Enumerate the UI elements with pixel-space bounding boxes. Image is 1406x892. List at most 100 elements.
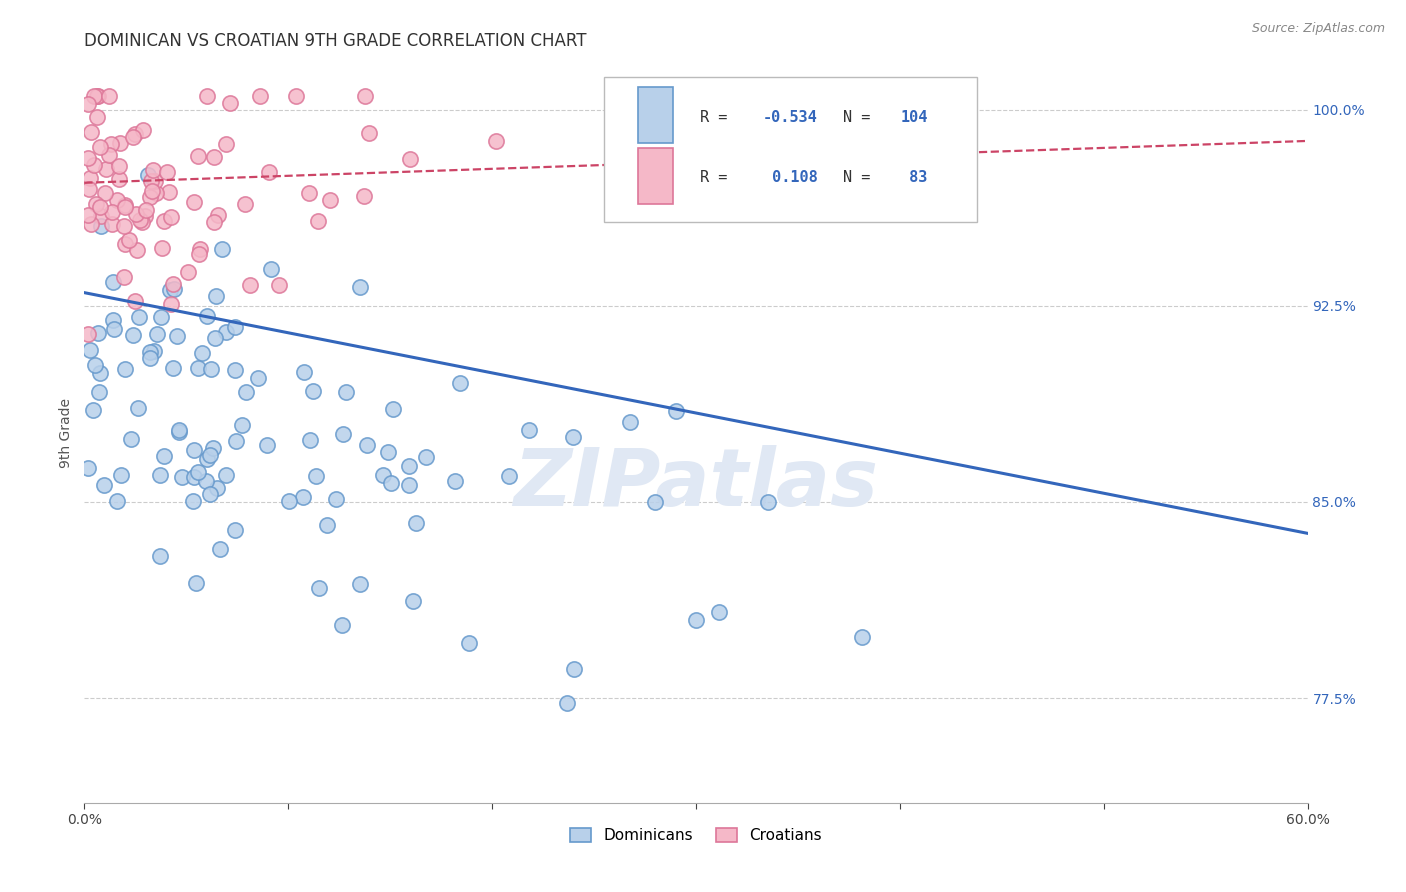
Point [256, 438, 278, 452]
Point [77, 152, 100, 166]
Point [398, 152, 420, 166]
Point [77, 182, 100, 196]
Point [132, 122, 155, 136]
Point [139, 345, 162, 359]
Point [125, 243, 148, 257]
Point [146, 327, 169, 342]
Point [249, 89, 271, 103]
Text: 104: 104 [900, 110, 928, 125]
Point [302, 384, 325, 399]
Point [90, 219, 112, 234]
Point [101, 275, 124, 289]
Point [349, 280, 371, 294]
Point [239, 277, 262, 292]
Point [114, 237, 136, 252]
Point [105, 193, 128, 207]
Point [77, 327, 100, 342]
Point [562, 429, 585, 443]
Legend: Dominicans, Croatians: Dominicans, Croatians [562, 820, 830, 851]
Point [202, 215, 225, 229]
Point [139, 190, 162, 204]
Point [162, 360, 184, 375]
Point [153, 449, 176, 463]
Point [200, 362, 222, 376]
Point [198, 448, 221, 462]
Point [83, 89, 105, 103]
Point [128, 213, 150, 227]
Point [149, 468, 172, 483]
Point [103, 322, 125, 336]
Point [127, 401, 149, 416]
Point [169, 425, 191, 440]
Text: N =: N = [842, 110, 879, 125]
Point [89, 200, 111, 214]
Point [86, 89, 108, 103]
Point [267, 277, 290, 292]
Point [84, 358, 107, 372]
Point [101, 204, 124, 219]
Point [200, 487, 222, 501]
Point [141, 184, 163, 198]
FancyBboxPatch shape [638, 148, 672, 204]
Text: R =: R = [700, 110, 737, 125]
Point [644, 494, 666, 508]
Point [128, 310, 150, 325]
Point [557, 696, 579, 710]
Point [149, 549, 172, 563]
Point [305, 469, 328, 483]
Point [135, 202, 157, 217]
Point [77, 461, 100, 475]
Point [291, 490, 314, 504]
Point [191, 346, 214, 360]
Point [98, 148, 121, 162]
Point [172, 470, 194, 484]
Point [87, 384, 110, 399]
Point [307, 214, 329, 228]
Point [114, 361, 136, 376]
Point [125, 206, 148, 220]
Point [685, 613, 707, 627]
Point [150, 241, 173, 255]
Point [103, 313, 125, 327]
Point [562, 662, 585, 676]
FancyBboxPatch shape [638, 87, 672, 143]
Point [371, 467, 394, 482]
Point [166, 329, 188, 343]
Point [150, 310, 173, 325]
Point [325, 492, 347, 507]
Point [319, 194, 342, 208]
Point [136, 168, 159, 182]
Point [357, 126, 380, 140]
Point [519, 423, 541, 437]
Point [187, 360, 209, 375]
Point [107, 171, 129, 186]
Point [79, 343, 101, 357]
Point [114, 200, 136, 214]
Point [756, 494, 779, 508]
Point [204, 331, 226, 345]
Point [353, 188, 375, 202]
Point [298, 186, 321, 200]
Point [335, 384, 357, 399]
Point [77, 208, 100, 222]
Point [87, 326, 110, 340]
Point [159, 283, 181, 297]
Text: R =: R = [700, 170, 737, 186]
Point [498, 469, 520, 483]
Point [356, 438, 378, 452]
Point [121, 129, 143, 144]
Point [183, 443, 205, 458]
Point [215, 468, 238, 483]
Point [90, 209, 112, 223]
Text: N =: N = [842, 170, 879, 186]
Point [112, 219, 135, 234]
Point [94, 186, 117, 200]
Point [124, 127, 146, 141]
Point [163, 282, 186, 296]
Point [219, 96, 242, 111]
Point [485, 134, 508, 148]
Point [134, 209, 156, 223]
Point [278, 494, 301, 508]
Point [153, 214, 176, 228]
Point [124, 293, 146, 308]
